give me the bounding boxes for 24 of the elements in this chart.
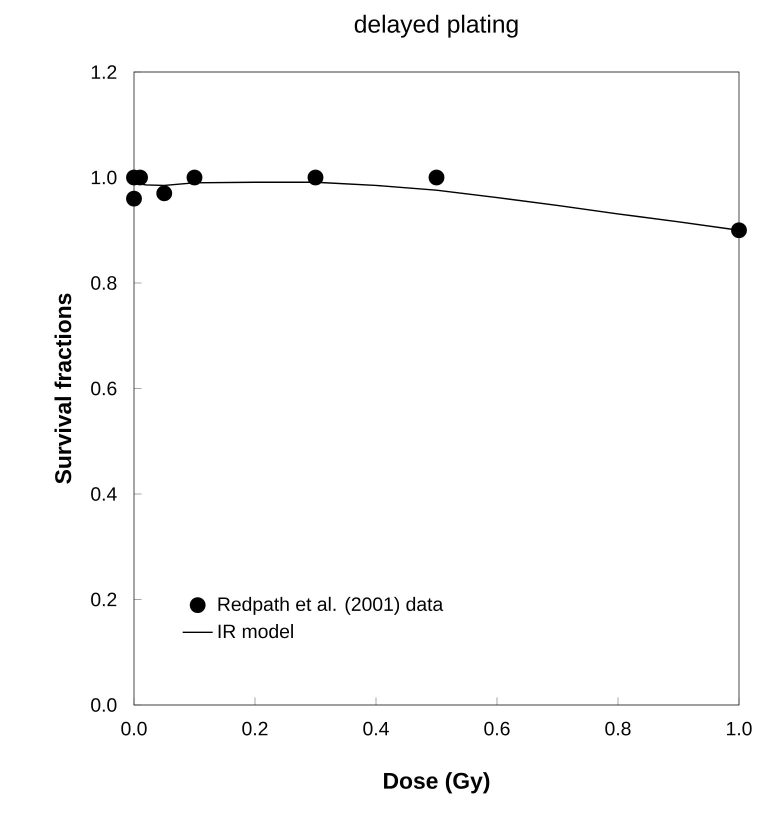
y-tick-label: 1.2: [92, 65, 116, 79]
x-tick-label: 1.0: [727, 722, 752, 736]
x-tick-label: 0.6: [484, 722, 510, 736]
x-axis-title: Dose (Gy): [384, 772, 490, 794]
legend-label: Redpath et al. (2001) data: [218, 596, 444, 615]
y-tick-label: 0.6: [91, 382, 116, 396]
point: [731, 222, 747, 238]
y-tick-label: 0.8: [91, 276, 116, 290]
legend-label: IR model: [218, 624, 293, 638]
y-tick-label: 1.0: [92, 170, 116, 184]
x-tick-label: 0.2: [242, 722, 268, 736]
x-tick-label: 0.0: [121, 722, 147, 736]
y-tick-label: 0.0: [91, 698, 116, 712]
point: [126, 190, 142, 207]
point: [308, 170, 324, 186]
point: [428, 170, 444, 186]
y-tick-label: 0.2: [91, 592, 116, 606]
chart-title: delayed plating: [354, 14, 518, 38]
x-tick-label: 0.4: [363, 722, 389, 736]
x-tick-label: 0.8: [605, 722, 631, 736]
y-axis-title: Survival fractions: [54, 294, 72, 484]
y-tick-label: 0.4: [91, 487, 117, 501]
point: [186, 170, 202, 186]
point: [156, 185, 172, 202]
